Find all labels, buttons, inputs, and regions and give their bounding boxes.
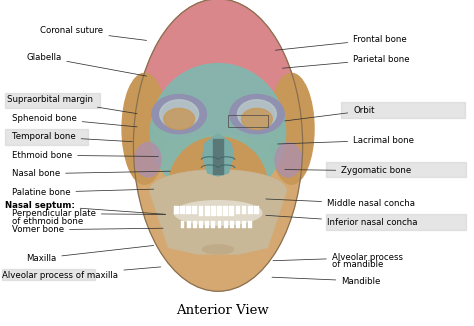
Ellipse shape (174, 200, 262, 225)
Ellipse shape (275, 143, 301, 177)
Polygon shape (199, 221, 203, 228)
FancyBboxPatch shape (326, 214, 466, 230)
Polygon shape (213, 139, 223, 174)
Polygon shape (254, 206, 259, 214)
Ellipse shape (160, 100, 199, 128)
Ellipse shape (269, 73, 314, 184)
Text: of ethmoid bone: of ethmoid bone (12, 216, 83, 226)
Text: Vomer bone: Vomer bone (12, 225, 163, 234)
Text: Temporal bone: Temporal bone (12, 132, 132, 142)
Polygon shape (236, 206, 240, 214)
Text: Frontal bone: Frontal bone (275, 35, 407, 50)
FancyBboxPatch shape (5, 129, 88, 145)
Ellipse shape (237, 100, 276, 128)
FancyBboxPatch shape (326, 162, 466, 177)
Polygon shape (174, 206, 179, 214)
Polygon shape (242, 221, 246, 228)
Text: Perpendicular plate: Perpendicular plate (12, 209, 165, 218)
Text: Glabella: Glabella (26, 52, 146, 76)
Polygon shape (218, 221, 221, 228)
Polygon shape (230, 221, 234, 228)
Polygon shape (187, 221, 191, 228)
Ellipse shape (122, 73, 167, 184)
Text: Ethmoid bone: Ethmoid bone (12, 151, 158, 160)
Text: Zygomatic bone: Zygomatic bone (285, 166, 411, 175)
Text: Coronal suture: Coronal suture (40, 26, 146, 40)
Polygon shape (224, 221, 228, 228)
Polygon shape (229, 206, 234, 216)
Polygon shape (193, 221, 197, 228)
Ellipse shape (203, 245, 234, 254)
Text: Lacrimal bone: Lacrimal bone (278, 136, 414, 145)
FancyBboxPatch shape (2, 269, 95, 280)
FancyBboxPatch shape (341, 102, 465, 118)
Polygon shape (242, 206, 246, 214)
Ellipse shape (168, 137, 268, 238)
Ellipse shape (229, 95, 284, 134)
Ellipse shape (134, 0, 302, 291)
Text: of mandible: of mandible (332, 260, 383, 269)
Polygon shape (205, 221, 209, 228)
Text: Sphenoid bone: Sphenoid bone (12, 113, 137, 127)
Polygon shape (217, 206, 222, 216)
Ellipse shape (152, 95, 206, 134)
Ellipse shape (241, 108, 272, 129)
Text: Mandible: Mandible (272, 276, 381, 286)
Text: Middle nasal concha: Middle nasal concha (266, 199, 415, 208)
Text: Maxilla: Maxilla (26, 245, 154, 263)
Polygon shape (181, 221, 184, 228)
Text: Supraorbital margin: Supraorbital margin (7, 95, 137, 114)
Polygon shape (180, 206, 185, 214)
Text: Parietal bone: Parietal bone (283, 55, 410, 68)
Text: Inferior nasal concha: Inferior nasal concha (266, 215, 418, 227)
Polygon shape (248, 206, 253, 214)
Polygon shape (248, 221, 252, 228)
Polygon shape (205, 206, 210, 216)
FancyBboxPatch shape (5, 93, 100, 108)
Ellipse shape (151, 64, 285, 200)
Polygon shape (211, 206, 216, 216)
Ellipse shape (135, 143, 161, 177)
Ellipse shape (164, 108, 194, 129)
Text: Nasal septum:: Nasal septum: (5, 201, 165, 214)
Polygon shape (236, 221, 240, 228)
Text: Nasal bone: Nasal bone (12, 169, 170, 178)
Polygon shape (192, 206, 197, 214)
Polygon shape (134, 0, 302, 145)
Polygon shape (149, 170, 287, 254)
Text: Palatine bone: Palatine bone (12, 188, 154, 197)
Polygon shape (186, 206, 191, 214)
Text: Orbit: Orbit (285, 106, 374, 121)
Polygon shape (203, 134, 233, 176)
Text: Alveolar process of maxilla: Alveolar process of maxilla (2, 267, 161, 280)
Polygon shape (199, 206, 203, 216)
Polygon shape (211, 221, 215, 228)
Polygon shape (223, 206, 228, 216)
Text: Anterior View: Anterior View (176, 304, 269, 317)
Text: Alveolar process: Alveolar process (273, 253, 403, 262)
